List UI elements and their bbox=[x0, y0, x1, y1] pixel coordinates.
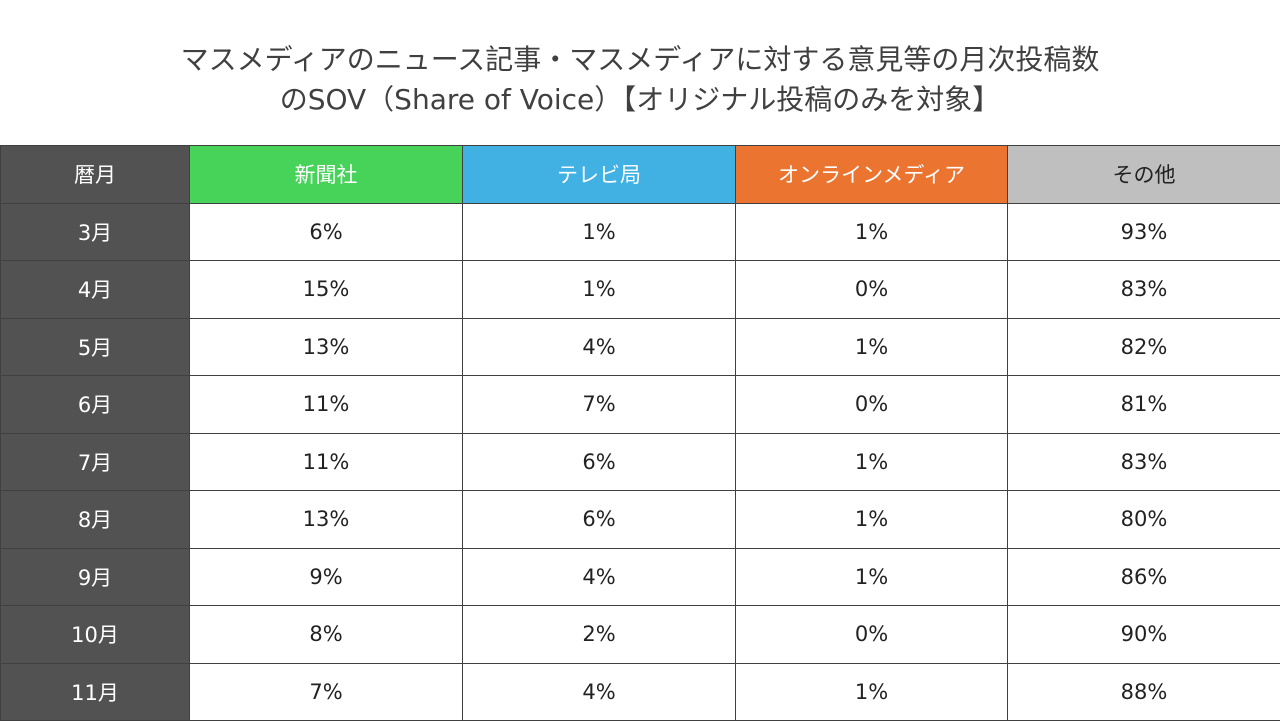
cell-online-media: 1% bbox=[736, 491, 1008, 549]
cell-online-media: 0% bbox=[736, 376, 1008, 434]
cell-month: 11月 bbox=[1, 663, 190, 721]
cell-month: 10月 bbox=[1, 606, 190, 664]
cell-newspaper: 9% bbox=[190, 548, 463, 606]
chart-title-line-2: のSOV（Share of Voice）【オリジナル投稿のみを対象】 bbox=[0, 80, 1280, 120]
cell-online-media: 1% bbox=[736, 318, 1008, 376]
cell-other: 90% bbox=[1008, 606, 1280, 664]
cell-online-media: 0% bbox=[736, 606, 1008, 664]
cell-tv: 7% bbox=[463, 376, 736, 434]
cell-other: 88% bbox=[1008, 663, 1280, 721]
header-online-media: オンラインメディア bbox=[736, 146, 1008, 204]
cell-other: 83% bbox=[1008, 261, 1280, 319]
cell-tv: 4% bbox=[463, 318, 736, 376]
cell-month: 6月 bbox=[1, 376, 190, 434]
cell-newspaper: 11% bbox=[190, 433, 463, 491]
cell-other: 80% bbox=[1008, 491, 1280, 549]
cell-tv: 6% bbox=[463, 491, 736, 549]
cell-tv: 4% bbox=[463, 663, 736, 721]
cell-newspaper: 13% bbox=[190, 491, 463, 549]
cell-month: 8月 bbox=[1, 491, 190, 549]
cell-tv: 4% bbox=[463, 548, 736, 606]
cell-online-media: 1% bbox=[736, 663, 1008, 721]
header-other: その他 bbox=[1008, 146, 1280, 204]
cell-month: 7月 bbox=[1, 433, 190, 491]
cell-newspaper: 7% bbox=[190, 663, 463, 721]
chart-title: マスメディアのニュース記事・マスメディアに対する意見等の月次投稿数 のSOV（S… bbox=[0, 40, 1280, 120]
cell-other: 93% bbox=[1008, 203, 1280, 261]
cell-other: 83% bbox=[1008, 433, 1280, 491]
cell-month: 9月 bbox=[1, 548, 190, 606]
cell-other: 81% bbox=[1008, 376, 1280, 434]
cell-tv: 2% bbox=[463, 606, 736, 664]
header-newspaper: 新聞社 bbox=[190, 146, 463, 204]
header-tv: テレビ局 bbox=[463, 146, 736, 204]
cell-other: 82% bbox=[1008, 318, 1280, 376]
header-month: 暦月 bbox=[1, 146, 190, 204]
cell-tv: 1% bbox=[463, 203, 736, 261]
cell-newspaper: 8% bbox=[190, 606, 463, 664]
cell-tv: 1% bbox=[463, 261, 736, 319]
cell-month: 4月 bbox=[1, 261, 190, 319]
chart-title-line-1: マスメディアのニュース記事・マスメディアに対する意見等の月次投稿数 bbox=[0, 40, 1280, 80]
cell-newspaper: 6% bbox=[190, 203, 463, 261]
cell-month: 5月 bbox=[1, 318, 190, 376]
header-row: 暦月 新聞社 テレビ局 オンラインメディア その他 bbox=[1, 146, 1280, 204]
cell-newspaper: 13% bbox=[190, 318, 463, 376]
cell-newspaper: 15% bbox=[190, 261, 463, 319]
cell-month: 3月 bbox=[1, 203, 190, 261]
cell-online-media: 1% bbox=[736, 548, 1008, 606]
cell-online-media: 1% bbox=[736, 203, 1008, 261]
cell-online-media: 1% bbox=[736, 433, 1008, 491]
cell-tv: 6% bbox=[463, 433, 736, 491]
cell-newspaper: 11% bbox=[190, 376, 463, 434]
cell-other: 86% bbox=[1008, 548, 1280, 606]
cell-online-media: 0% bbox=[736, 261, 1008, 319]
